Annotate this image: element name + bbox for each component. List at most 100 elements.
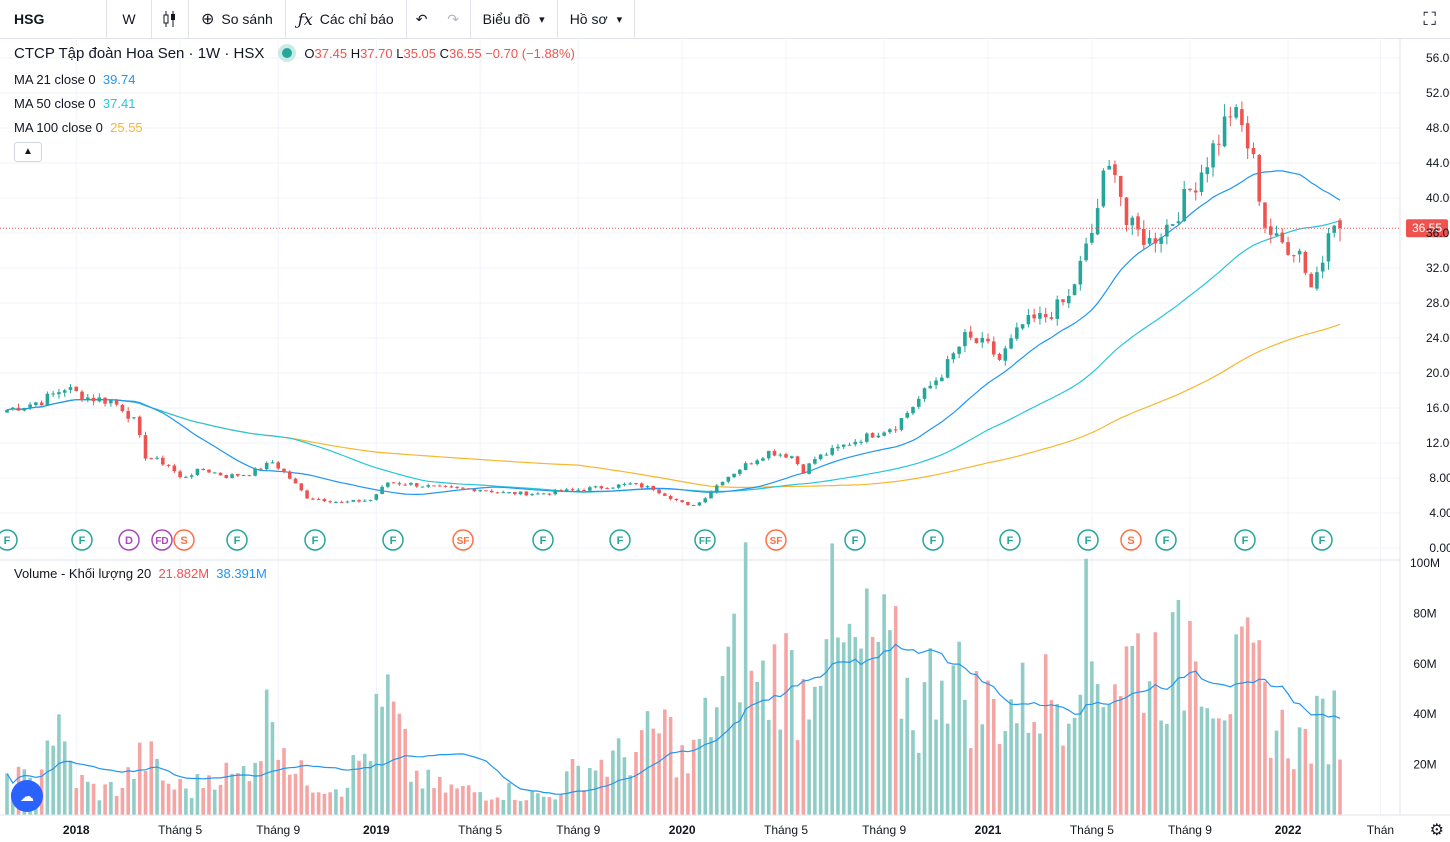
volume-bar [963, 699, 967, 815]
ma21-legend[interactable]: MA 21 close 0 39.74 [14, 72, 135, 87]
candle-body [749, 463, 754, 465]
candle-body [1315, 272, 1319, 289]
candle-body [1263, 202, 1267, 228]
volume-bar [1268, 757, 1273, 815]
volume-bar [57, 714, 61, 815]
volume-bar [1211, 718, 1215, 815]
event-marker-label: FF [699, 536, 711, 547]
candles-icon[interactable] [152, 0, 189, 38]
candle-body [1113, 164, 1117, 176]
volume-bar [513, 799, 517, 815]
price-tick-label: 12.00 [1426, 436, 1450, 450]
volume-bar [1043, 654, 1048, 815]
price-tick-label: 32.00 [1426, 261, 1450, 275]
volume-bar [287, 774, 292, 815]
event-marker [304, 529, 326, 551]
volume-bar [322, 793, 327, 815]
candle-body [639, 483, 644, 488]
candle-body [212, 472, 217, 474]
event-marker-label: F [4, 535, 11, 547]
volume-bar [253, 762, 257, 815]
candle-body [651, 485, 656, 490]
event-marker [844, 529, 866, 551]
candle-body [974, 338, 979, 343]
candle-body [149, 458, 154, 460]
interval-button[interactable]: W [107, 0, 152, 38]
indicators-label: Các chỉ báo [319, 11, 394, 27]
chart-legend: CTCP Tập đoàn Hoa Sen · 1W · HSX O37.45 H… [14, 45, 575, 62]
volume-bar [1072, 717, 1077, 815]
volume-bar [1332, 690, 1337, 815]
volume-bar [207, 775, 211, 815]
event-marker [173, 529, 195, 551]
volume-tick-label: 40M [1413, 707, 1436, 721]
candle-body [22, 407, 27, 411]
l-label: L [396, 46, 404, 61]
interval-label: W [122, 11, 136, 27]
redo-icon[interactable]: ↷ [437, 0, 471, 38]
o-value: 37.45 [314, 46, 348, 61]
volume-bar [241, 766, 246, 815]
candle-body [351, 499, 356, 502]
candle-body [270, 462, 275, 464]
candle-body [991, 341, 996, 355]
candle-body [391, 482, 396, 484]
ma50-legend[interactable]: MA 50 close 0 37.41 [14, 96, 135, 111]
event-marker-label: S [180, 535, 187, 547]
event-markers: F F D FD S F F F SF F F FF SF F F F F S F F F [0, 529, 1333, 551]
volume-bar [472, 792, 477, 815]
logo-icon[interactable]: ☁ [11, 780, 43, 812]
candle-body [674, 498, 679, 501]
candle-body [259, 468, 263, 470]
price-tick-label: 20.00 [1426, 366, 1450, 380]
ma100-line [6, 323, 1341, 488]
fullscreen-icon[interactable]: ⛶ [1423, 9, 1436, 29]
candle-body [276, 462, 281, 469]
time-tick-label: Tháng 5 [1070, 823, 1114, 837]
candle-body [1222, 116, 1227, 147]
candle-body [443, 485, 448, 487]
candle-body [161, 457, 165, 465]
profile-dropdown[interactable]: Hồ sơ ▾ [558, 0, 636, 38]
indicators-button[interactable]: ƒx Các chỉ báo [286, 0, 407, 38]
candle-body [438, 485, 442, 487]
ma100-legend[interactable]: MA 100 close 0 25.55 [14, 120, 143, 135]
candle-body [1274, 233, 1279, 236]
volume-bar [45, 740, 50, 815]
candle-body [1032, 314, 1036, 319]
volume-bar [282, 748, 286, 815]
candle-body [1338, 220, 1342, 229]
candle-body [1182, 189, 1186, 222]
volume-bar [570, 759, 575, 815]
volume-bar [1061, 745, 1065, 815]
volume-bar [143, 770, 148, 815]
symbol-search[interactable]: HSG [0, 0, 107, 38]
event-marker [0, 529, 18, 551]
volume-bar [801, 678, 806, 815]
collapse-legend-button[interactable]: ▲ [14, 142, 42, 162]
chart-type-dropdown[interactable]: Biểu đồ ▾ [471, 0, 558, 38]
time-tick-label: 2020 [669, 823, 696, 837]
time-tick-label: Tháng 9 [556, 823, 600, 837]
volume-bar [247, 781, 252, 815]
candle-body [328, 501, 332, 503]
compare-button[interactable]: ⊕ So sánh [189, 0, 286, 38]
candle-body [10, 407, 15, 410]
ma50-path [6, 220, 1341, 493]
candle-body [1142, 228, 1146, 245]
undo-icon[interactable]: ↶ [415, 10, 428, 27]
time-tick-label: Tháng 5 [158, 823, 202, 837]
candle-body [668, 495, 673, 499]
event-marker [71, 529, 93, 551]
candle-body [893, 429, 898, 431]
h-label: H [350, 46, 361, 61]
volume-bar [1297, 727, 1302, 815]
gear-icon[interactable]: ⚙ [1429, 822, 1444, 839]
volume-bar [818, 685, 823, 815]
price-tick-label: 52.00 [1426, 86, 1450, 100]
price-tick-label: 0.00 [1429, 541, 1450, 555]
candle-body [922, 388, 927, 399]
volume-bar [1338, 759, 1342, 815]
volume-bar [593, 770, 598, 815]
